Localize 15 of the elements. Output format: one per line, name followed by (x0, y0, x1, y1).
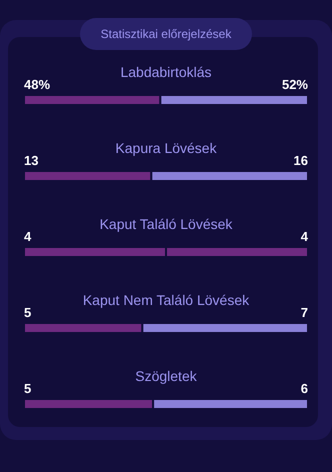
data-label: 5 (24, 381, 32, 396)
data-label: 52% (282, 77, 308, 92)
y-tick-label: Kaput Találó Lövések (100, 216, 234, 232)
y-tick-label: Kaput Nem Találó Lövések (82, 292, 250, 308)
data-label: 7 (300, 305, 308, 320)
y-tick-label: Labdabirtoklás (120, 64, 212, 80)
data-label: 6 (300, 381, 308, 396)
data-label: 4 (300, 229, 309, 244)
data-label: 13 (24, 153, 38, 168)
data-label: 4 (24, 229, 32, 244)
data-label: 16 (294, 153, 308, 168)
data-label: 5 (24, 305, 32, 320)
y-tick-label: Kapura Lövések (115, 140, 218, 156)
data-label: 48% (24, 77, 50, 92)
y-tick-label: Szögletek (135, 368, 198, 384)
